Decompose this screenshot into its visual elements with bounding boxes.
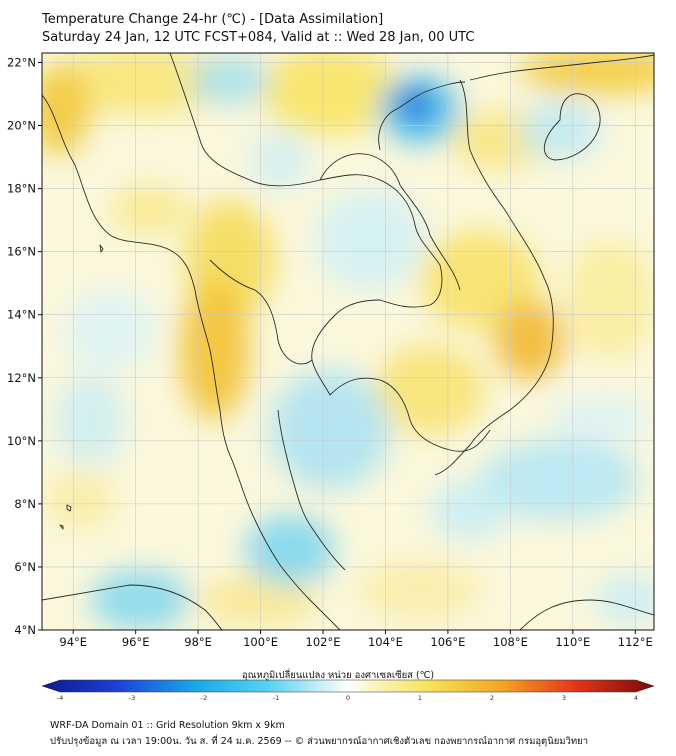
lat-label: 14°N bbox=[7, 308, 36, 322]
lat-label: 6°N bbox=[14, 560, 36, 574]
map-figure: 22°N 20°N 18°N 16°N 14°N 12°N 10°N 8°N 6°N 4°N 94… bbox=[7, 52, 655, 702]
colorbar-gradient bbox=[41, 679, 655, 693]
colorbar-tick-label: -3 bbox=[129, 694, 135, 702]
map-frame bbox=[41, 52, 655, 631]
lon-label: 110°E bbox=[555, 635, 590, 649]
lon-label: 100°E bbox=[243, 635, 278, 649]
lat-label: 18°N bbox=[7, 182, 36, 196]
colorbar-tick-label: 2 bbox=[490, 694, 494, 702]
lon-label: 102°E bbox=[306, 635, 341, 649]
lon-label: 96°E bbox=[122, 635, 150, 649]
lon-label: 108°E bbox=[493, 635, 528, 649]
colorbar-tick-label: -2 bbox=[201, 694, 207, 702]
colorbar-tick-label: 3 bbox=[562, 694, 566, 702]
lon-label: 104°E bbox=[368, 635, 403, 649]
colorbar-tick-label: -1 bbox=[273, 694, 279, 702]
lat-label: 10°N bbox=[7, 434, 36, 448]
map-gridlines bbox=[42, 53, 654, 630]
lon-label: 94°E bbox=[59, 635, 87, 649]
map-title: Temperature Change 24-hr (℃) - [Data Ass… bbox=[42, 12, 384, 27]
colorbar: -4 -3 -2 -1 0 1 2 3 4 bbox=[41, 679, 655, 702]
lat-label: 16°N bbox=[7, 245, 36, 259]
lat-label: 4°N bbox=[14, 623, 36, 637]
lon-label: 98°E bbox=[184, 635, 212, 649]
colorbar-tick-label: 4 bbox=[634, 694, 638, 702]
latitude-labels: 22°N 20°N 18°N 16°N 14°N 12°N 10°N 8°N 6°N 4°N bbox=[7, 55, 42, 637]
map-subtitle: Saturday 24 Jan, 12 UTC FCST+084, Valid … bbox=[42, 30, 475, 45]
colorbar-tick-label: -4 bbox=[57, 694, 63, 702]
lon-label: 106°E bbox=[430, 635, 465, 649]
lat-label: 12°N bbox=[7, 371, 36, 385]
colorbar-title: อุณหภูมิเปลี่ยนแปลง หน่วย องศาเซลเซียส (… bbox=[241, 670, 435, 681]
lat-label: 8°N bbox=[14, 497, 36, 511]
colorbar-tick-label: 1 bbox=[418, 694, 422, 702]
footer-line-2: ปรับปรุงข้อมูล ณ เวลา 19:00น. วัน ส. ที่… bbox=[50, 736, 589, 747]
lat-label: 20°N bbox=[7, 119, 36, 133]
colorbar-tick-label: 0 bbox=[346, 694, 350, 702]
temperature-field bbox=[42, 53, 654, 630]
country-borders bbox=[42, 53, 654, 630]
footer-line-1: WRF-DA Domain 01 :: Grid Resolution 9km … bbox=[50, 720, 285, 731]
lon-label: 112°E bbox=[618, 635, 653, 649]
longitude-labels: 94°E 96°E 98°E 100°E 102°E 104°E 106°E 108°E 110… bbox=[59, 630, 653, 649]
lat-label: 22°N bbox=[7, 55, 36, 69]
